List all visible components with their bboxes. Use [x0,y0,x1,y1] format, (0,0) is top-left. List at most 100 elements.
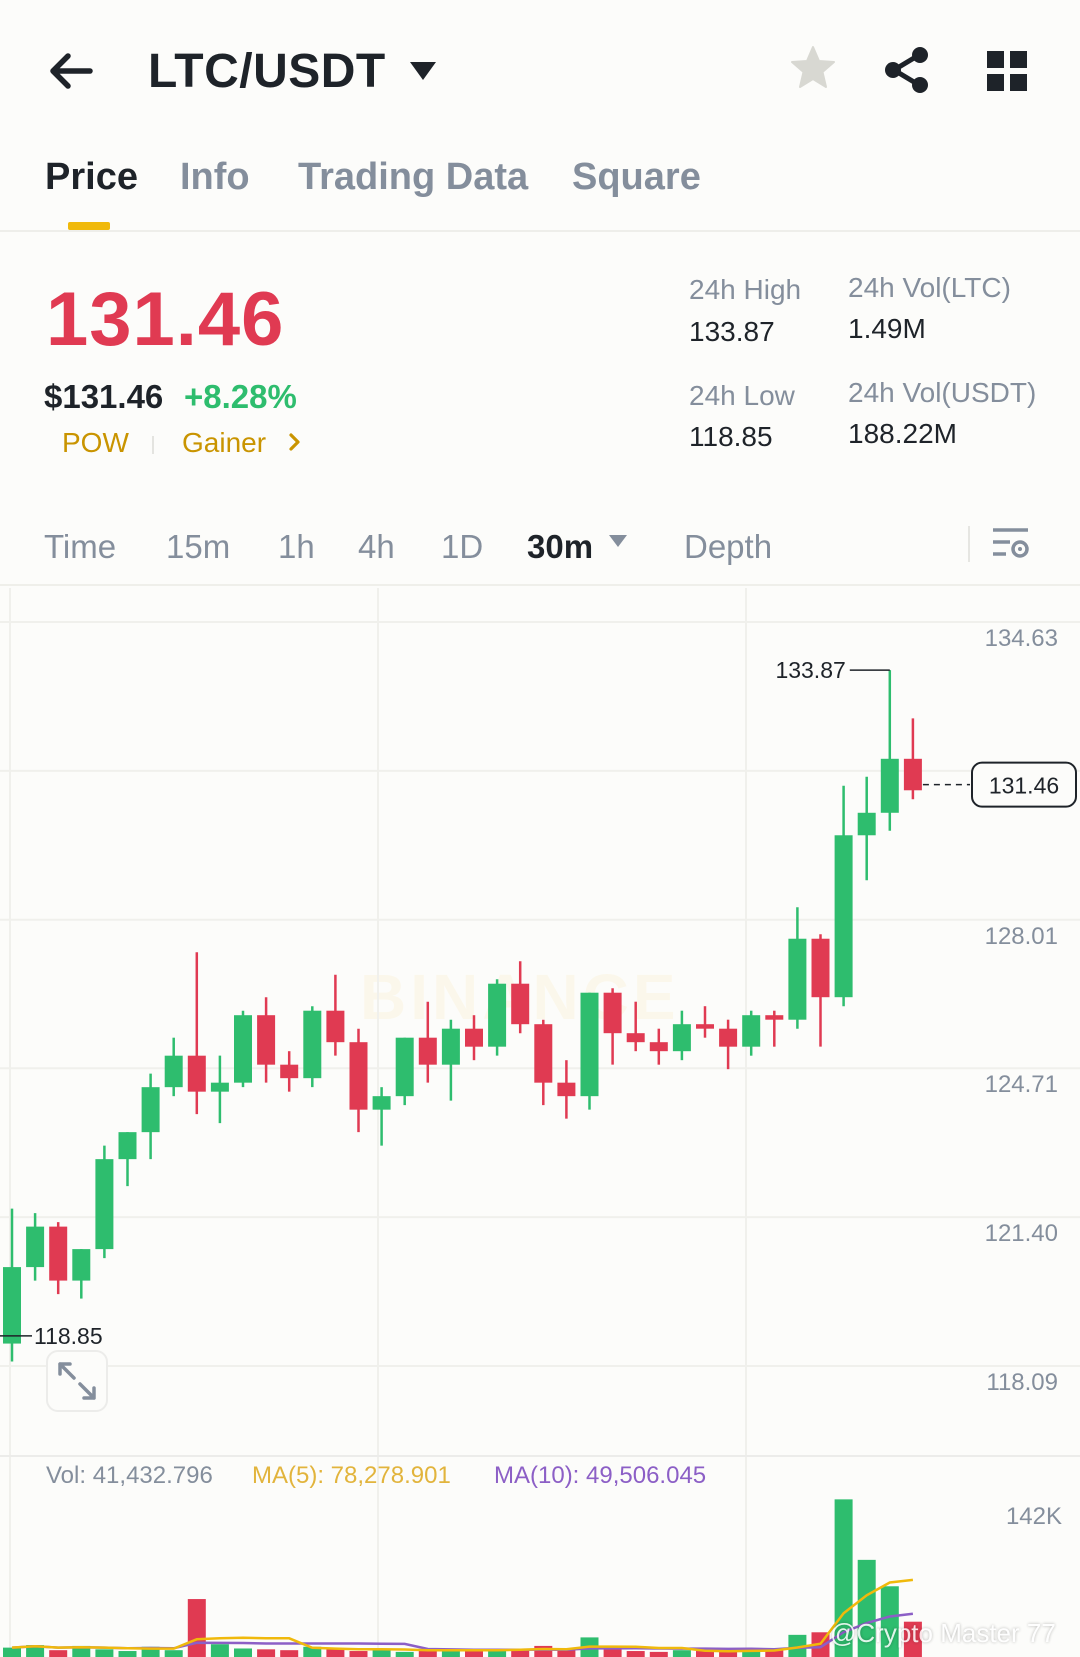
interval-4h[interactable]: 4h [358,528,395,565]
star-icon[interactable] [789,44,837,92]
tab-square[interactable]: Square [572,156,701,198]
candle-body [626,1033,645,1043]
volume-bar [210,1644,229,1657]
tag-divider [152,436,154,454]
tab-info[interactable]: Info [180,156,250,198]
ma10-legend: MA(10): 49,506.045 [494,1462,707,1489]
candle-body [26,1226,45,1268]
last-price: 131.46 [46,277,285,362]
candle-body [534,1024,553,1083]
interval-depth[interactable]: Depth [684,528,773,565]
tab-price[interactable]: Price [45,156,138,198]
candle-body [118,1132,137,1160]
volume-bar [280,1650,299,1657]
volume-bar [880,1586,899,1657]
interval-1h[interactable]: 1h [278,528,315,565]
y-tick-label: 121.40 [985,1220,1058,1247]
volume-bar [141,1646,160,1657]
volume-bar [26,1645,45,1657]
volume-bar [95,1649,114,1657]
candle-body [811,938,830,998]
expand-chart-button[interactable] [46,1350,108,1412]
volume-bar [788,1634,807,1657]
candle-body [95,1159,114,1250]
ma10-line [11,1612,914,1652]
interval-bar: Time 15m 1h 4h 1D 30m Depth [0,512,1080,586]
tag-gainer[interactable]: Gainer [182,427,267,458]
candle-body [234,1015,252,1083]
candle-body [580,992,599,1097]
candle-body [349,1042,368,1110]
volume-bar [465,1651,483,1657]
caret-down-icon[interactable] [408,60,438,82]
caret-down-icon[interactable] [608,534,628,548]
candle-body [441,1028,460,1065]
candle-body [141,1087,160,1133]
candle-body [372,1096,391,1110]
current-price-label: 131.46 [989,773,1059,799]
ma5-legend: MA(5): 78,278.901 [252,1462,451,1489]
volume-bar [857,1559,876,1657]
volume-bar [603,1649,622,1657]
candle-body [418,1037,437,1065]
candle-body [742,1015,761,1047]
interval-1d[interactable]: 1D [441,528,484,565]
share-icon[interactable] [884,46,930,94]
chevron-right-icon[interactable] [286,430,304,454]
y-tick-label: 124.71 [985,1071,1058,1098]
tag-pow[interactable]: POW [62,427,129,458]
interval-30m[interactable]: 30m [527,528,594,565]
candle-body [788,938,807,1020]
volume-bar [187,1599,206,1657]
stat-24h-vol-ltc-label: 24h Vol(LTC) [848,272,1011,303]
tab-trading-data[interactable]: Trading Data [298,156,529,198]
volume-y-tick: 142K [1006,1503,1062,1530]
volume-bar [765,1650,784,1657]
volume-bar [418,1650,437,1657]
candle-body [557,1082,576,1097]
candle-body [3,1267,21,1344]
candle-body [326,1010,345,1043]
high-marker-label: 133.87 [775,657,845,683]
top-bar: LTC/USDT [0,0,1080,140]
candle-body [511,983,530,1025]
volume-bar [742,1649,761,1657]
interval-divider [968,526,970,562]
stat-24h-high-label: 24h High [689,274,802,305]
candle-body [672,1024,691,1052]
candle-body [210,1082,229,1092]
current-price-bubble [971,761,1077,808]
volume-bar [696,1651,714,1657]
arrow-left-icon[interactable] [46,46,96,96]
candlestick-chart[interactable]: 134.63 128.01 124.71 121.40 118.09 133.87 118.… [0,588,1080,1657]
volume-bar [164,1650,183,1657]
volume-bar [441,1648,460,1657]
price-chart[interactable]: BINANCE 134.63128.01124.71121.40118.0913… [0,588,1080,1657]
watermark-credit: @Crypto Master 77 [830,1618,1056,1648]
y-tick-label: 134.63 [985,625,1058,652]
stat-24h-high-value: 133.87 [689,316,775,347]
candle-body [649,1042,668,1052]
y-tick-label: 128.01 [985,923,1058,950]
stat-24h-low-label: 24h Low [689,380,795,411]
usd-price: $131.46 [44,378,164,415]
pair-title[interactable]: LTC/USDT [148,45,386,98]
volume-bar [557,1650,576,1657]
candle-body [765,1015,784,1020]
candle-body [72,1249,91,1281]
candle-body [187,1055,206,1092]
interval-time[interactable]: Time [44,528,117,565]
volume-bar [303,1646,322,1657]
candle-body [719,1028,738,1047]
expand-icon [58,1362,96,1400]
candle-body [164,1055,183,1088]
chart-settings-icon[interactable] [990,524,1032,564]
interval-15m[interactable]: 15m [166,528,231,565]
volume-bar [395,1651,414,1657]
stat-24h-vol-usdt-label: 24h Vol(USDT) [848,377,1037,408]
grid-icon[interactable] [986,50,1028,92]
volume-bar [349,1651,368,1657]
volume-bar [488,1649,507,1657]
volume-bar [903,1621,922,1657]
active-tab-indicator [68,222,110,230]
